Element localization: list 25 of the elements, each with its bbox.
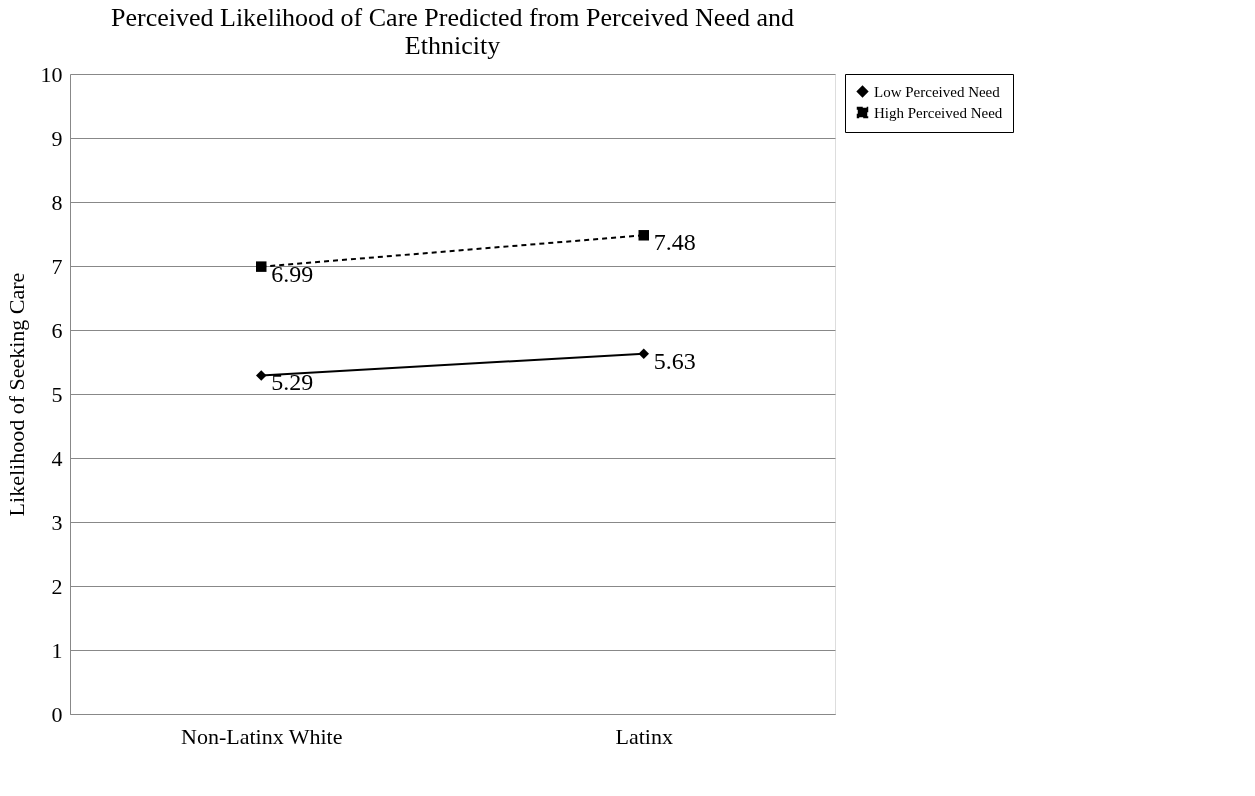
y-tick-label: 5: [51, 381, 63, 407]
data-label: 5.29: [271, 369, 314, 396]
y-tick-label: 1: [51, 637, 63, 663]
chart-title: Perceived Likelihood of Care Predicted from Perceived Need and Ethnicity: [111, 3, 794, 60]
y-tick-label: 2: [51, 573, 63, 599]
x-tick-label: Non-Latinx White: [181, 723, 343, 749]
y-tick-label: 7: [51, 253, 63, 279]
x-tick-label: Latinx: [615, 723, 673, 749]
legend-label: High Perceived Need: [874, 104, 1003, 121]
y-tick-label: 8: [51, 189, 63, 215]
data-label: 6.99: [271, 260, 314, 287]
y-tick-label: 0: [51, 701, 63, 727]
point: [638, 348, 649, 359]
data-label: 7.48: [653, 229, 696, 256]
y-tick-label: 9: [51, 125, 63, 151]
data-label: 5.63: [653, 347, 696, 374]
point: [256, 370, 267, 381]
point: [638, 230, 649, 241]
legend-label: Low Perceived Need: [874, 83, 1001, 100]
y-tick-label: 4: [51, 445, 63, 471]
point: [256, 261, 267, 272]
y-tick-label: 6: [51, 317, 63, 343]
y-axis-title: Likelihood of Seeking Care: [3, 272, 29, 517]
y-tick-label: 10: [40, 61, 63, 87]
y-tick-label: 3: [51, 509, 63, 535]
